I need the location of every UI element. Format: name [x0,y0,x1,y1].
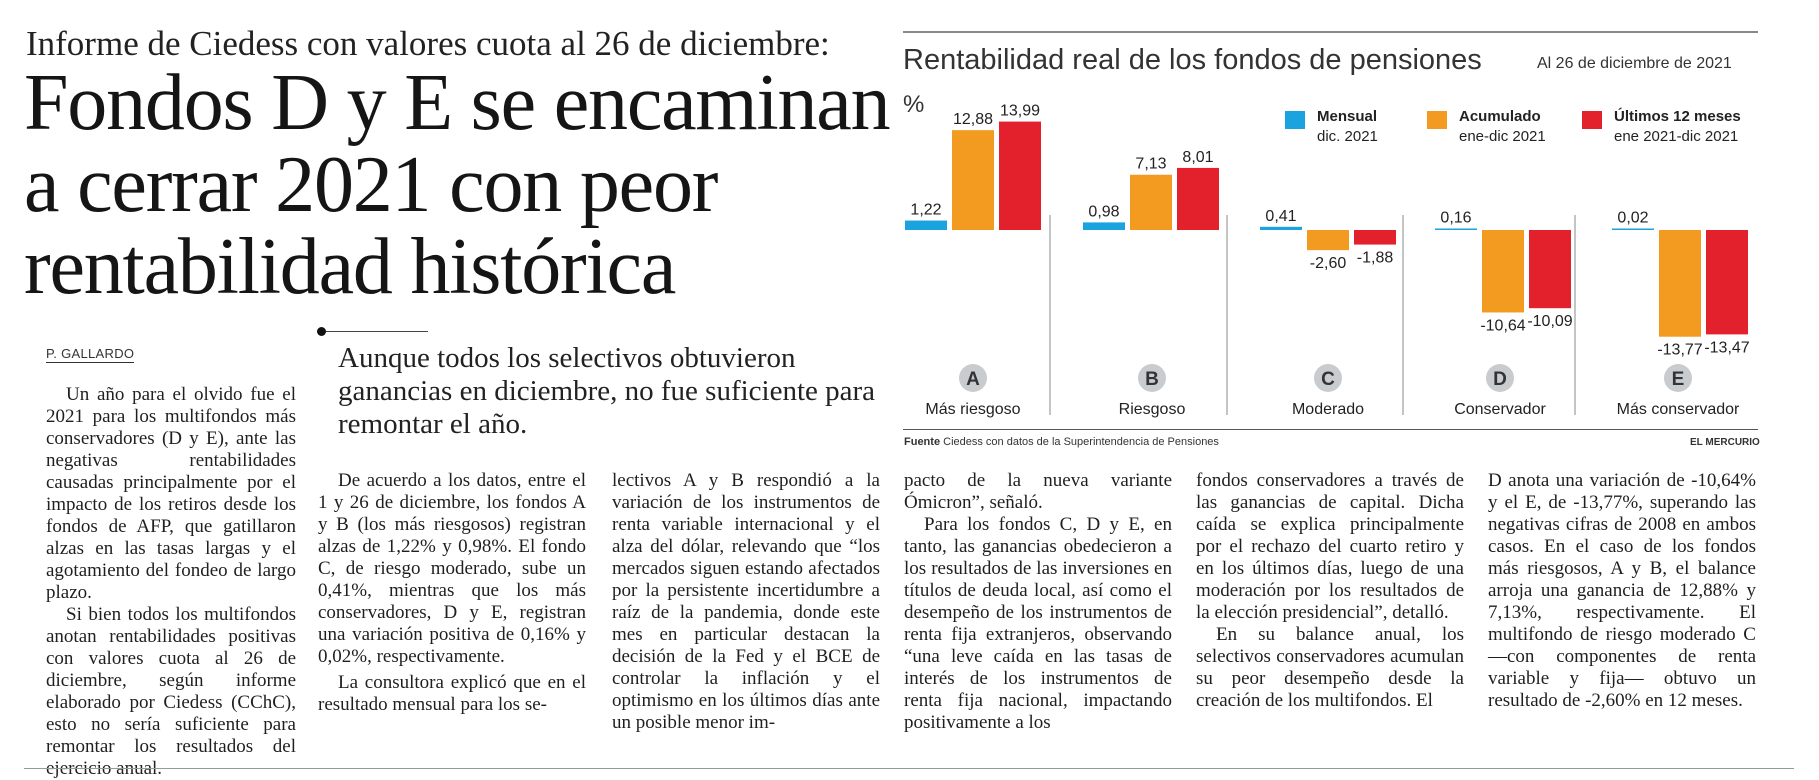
legend-series-name: Acumulado [1459,108,1541,125]
bar-value-label: 12,88 [953,111,993,128]
article-byline: P. GALLARDO [46,346,135,363]
legend-series-period: ene 2021-dic 2021 [1614,128,1739,145]
bar-d-1 [1482,230,1524,313]
chart-top-rule [903,31,1758,33]
bar-b-1 [1130,174,1172,230]
chart-marks: 1,22 12,88 13,99 A Más riesgoso 0,98 7,13 8,01 B… [905,103,1750,418]
category-badge-d [1486,364,1514,392]
bar-value-label: 7,13 [1135,156,1166,173]
legend-swatch [1285,111,1305,129]
paragraph: Si bien todos los multifondos anotan ren… [46,604,296,779]
bar-value-label: -10,64 [1480,317,1525,334]
bar-value-label: 8,01 [1182,149,1213,166]
paragraph: Un año para el olvido fue el 2021 para l… [46,384,296,603]
legend-swatch [1582,111,1602,129]
chart-subtitle: Al 26 de diciembre de 2021 [1537,55,1732,72]
bar-value-label: -10,09 [1527,313,1572,330]
bar-d-2 [1529,230,1571,309]
article-deck: Aunque todos los selectivos obtuvieron g… [338,342,876,440]
bar-value-label: 0,41 [1265,208,1296,225]
category-letter: D [1493,369,1507,390]
headline-line: Fondos D y E se encaminan [24,59,891,147]
article-column-1: Un año para el olvido fue el 2021 para l… [46,384,296,780]
headline-line: rentabilidad histórica [24,223,676,311]
bar-value-label: -13,77 [1657,342,1702,359]
category-badge-b [1138,364,1166,392]
bar-value-label: -2,60 [1310,255,1347,272]
bar-value-label: 0,98 [1088,203,1119,220]
bar-value-label: -1,88 [1357,250,1394,267]
source-label: Fuente [904,436,941,448]
paragraph: Para los fondos C, D y E, en tanto, las … [904,514,1172,733]
bar-value-label: 13,99 [1000,103,1040,120]
legend-series-name: Mensual [1317,108,1378,125]
bar-d-0 [1435,228,1477,230]
deck-divider [320,331,428,332]
bar-a-1 [952,130,994,230]
article-column-2: De acuerdo a los datos, entre el 1 y 26 … [318,470,586,716]
paragraph: La consultora explicó que en el resultad… [318,672,586,715]
article-column-3: lectivos A y B respondió a la variación … [612,470,880,734]
article-column-5: fondos conservadores a través de las gan… [1196,470,1464,712]
bar-c-0 [1260,226,1302,230]
legend-series-name: Últimos 12 meses [1614,108,1741,125]
category-letter: A [966,369,980,390]
category-badge-c [1314,364,1342,392]
legend-series-period: ene-dic 2021 [1459,128,1546,145]
category-name: Conservador [1454,401,1546,418]
bar-e-1 [1659,230,1701,337]
bar-a-0 [905,220,947,230]
category-letter: C [1321,369,1335,390]
bar-value-label: 0,16 [1440,210,1471,227]
headline-line: a cerrar 2021 con peor [24,141,718,229]
legend-series-period: dic. 2021 [1317,128,1378,145]
paragraph: En su balance anual, los selectivos cons… [1196,624,1464,711]
y-unit-label: % [903,91,924,118]
chart-title: Rentabilidad real de los fondos de pensi… [903,44,1482,76]
bar-value-label: -13,47 [1704,339,1749,356]
category-name: Más conservador [1617,401,1740,418]
legend-swatch [1427,111,1447,129]
source-text: Ciedess con datos de la Superintendencia… [943,436,1219,448]
chart-bottom-rule [903,429,1758,430]
page-bottom-rule [24,768,1794,769]
paragraph: D anota una variación de -10,64% y el E,… [1488,470,1756,711]
bar-value-label: 0,02 [1617,210,1648,227]
bar-e-2 [1706,230,1748,335]
category-name: Moderado [1292,401,1364,418]
bar-b-0 [1083,222,1125,230]
paragraph: De acuerdo a los datos, entre el 1 y 26 … [318,470,586,667]
article-column-6: D anota una variación de -10,64% y el E,… [1488,470,1756,712]
paragraph: lectivos A y B respondió a la variación … [612,470,880,733]
chart-source: Fuente Ciedess con datos de la Superinte… [904,436,1219,448]
paragraph: pacto de la nueva variante Ómicron”, señ… [904,470,1172,513]
bar-c-1 [1307,230,1349,251]
bar-b-2 [1177,167,1219,230]
category-badge-e [1664,364,1692,392]
pension-fund-chart: % 1,22 12,88 13,99 A Más riesgoso 0,98 7,13 8,0… [903,91,1750,418]
category-name: Más riesgoso [925,401,1020,418]
deck-bullet-icon [317,327,326,336]
category-badge-a [959,364,987,392]
bar-e-0 [1612,228,1654,230]
paragraph: fondos conservadores a través de las gan… [1196,470,1464,623]
category-name: Riesgoso [1119,401,1186,418]
category-letter: E [1672,369,1685,390]
bar-a-2 [999,121,1041,230]
bar-value-label: 1,22 [910,202,941,219]
article-kicker: Informe de Ciedess con valores cuota al … [26,24,830,63]
chart-brand: EL MERCURIO [1690,437,1760,448]
category-letter: B [1145,369,1159,390]
article-column-4: pacto de la nueva variante Ómicron”, señ… [904,470,1172,734]
bar-c-2 [1354,230,1396,245]
article-headline: Fondos D y E se encaminan a cerrar 2021 … [24,62,894,308]
